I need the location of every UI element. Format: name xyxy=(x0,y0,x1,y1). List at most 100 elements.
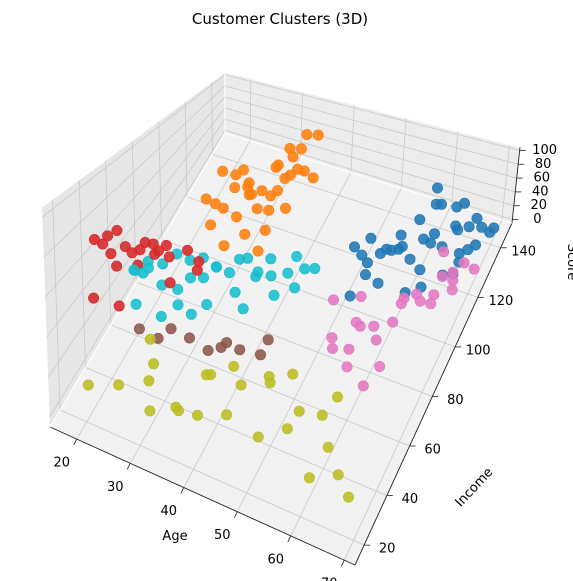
data-point xyxy=(234,344,246,356)
data-point xyxy=(172,283,184,295)
data-point xyxy=(205,219,217,231)
x-tick-label: 50 xyxy=(214,528,231,543)
data-point xyxy=(350,316,362,328)
axis-lines xyxy=(41,71,521,566)
data-point xyxy=(435,198,447,210)
data-point xyxy=(447,266,459,278)
data-point xyxy=(205,369,217,381)
data-point xyxy=(243,177,255,189)
data-point xyxy=(299,263,311,275)
z-tick-label: 0 xyxy=(533,212,541,227)
data-point xyxy=(452,224,464,236)
data-point xyxy=(303,472,315,484)
x-tick-label: 70 xyxy=(321,577,338,581)
data-point xyxy=(165,323,177,335)
data-point xyxy=(326,332,338,344)
data-point xyxy=(170,401,182,413)
y-tick-label: 80 xyxy=(447,393,464,408)
data-point xyxy=(113,379,125,391)
data-point xyxy=(462,244,474,256)
data-point xyxy=(279,202,291,214)
data-point xyxy=(211,261,223,273)
data-point xyxy=(356,249,368,261)
y-tick-label: 120 xyxy=(488,294,513,309)
data-point xyxy=(202,344,214,356)
data-point xyxy=(326,342,338,354)
data-point xyxy=(332,469,344,481)
data-point xyxy=(201,298,213,310)
y-grid-line xyxy=(184,101,188,197)
data-point xyxy=(217,165,229,177)
data-point xyxy=(316,409,328,421)
data-point xyxy=(411,288,423,300)
data-point xyxy=(88,234,100,246)
data-point xyxy=(128,264,140,276)
y-axis-label: Income xyxy=(453,465,497,510)
data-point xyxy=(164,277,176,289)
data-point xyxy=(268,289,280,301)
data-point xyxy=(301,129,313,141)
data-point xyxy=(198,272,210,284)
data-point xyxy=(185,308,197,320)
z-grid-line xyxy=(224,107,516,193)
data-point xyxy=(155,310,167,322)
z-grid-line xyxy=(43,85,226,258)
y-grid-line xyxy=(110,324,410,447)
data-point xyxy=(372,277,384,289)
data-point xyxy=(185,272,197,284)
data-point xyxy=(271,185,283,197)
data-point xyxy=(255,349,267,361)
data-point xyxy=(270,161,282,173)
y-grid-line xyxy=(131,140,137,283)
data-point xyxy=(149,248,161,260)
data-point xyxy=(111,260,123,272)
data-point xyxy=(428,228,440,240)
data-point xyxy=(425,237,437,249)
data-point xyxy=(230,169,242,181)
data-point xyxy=(471,212,483,224)
data-point xyxy=(111,225,123,237)
data-point xyxy=(239,228,251,240)
data-point xyxy=(221,337,233,349)
z-tick-label: 40 xyxy=(532,184,549,199)
data-point xyxy=(250,271,262,283)
data-point xyxy=(291,251,303,263)
data-point xyxy=(137,267,149,279)
z-grid-line xyxy=(46,107,226,338)
y-tick-label: 40 xyxy=(402,492,419,507)
z-axis-label: Score xyxy=(564,244,573,280)
data-point xyxy=(463,221,475,233)
z-grid-line xyxy=(224,118,514,207)
data-point xyxy=(374,248,386,260)
data-point xyxy=(200,193,212,205)
y-grid-line xyxy=(78,179,86,368)
data-point xyxy=(221,409,233,421)
data-point xyxy=(348,241,360,253)
data-point xyxy=(88,292,100,304)
x-axis-line xyxy=(49,426,356,566)
data-point xyxy=(284,169,296,181)
data-point xyxy=(361,257,373,269)
x-grid-line xyxy=(183,172,352,488)
data-point xyxy=(395,229,407,241)
chart-title: Customer Clusters (3D) xyxy=(192,10,368,28)
data-point xyxy=(392,243,404,255)
x-tick-mark xyxy=(233,511,238,518)
data-point xyxy=(82,379,94,391)
data-point xyxy=(343,343,355,355)
data-point xyxy=(414,214,426,226)
data-point xyxy=(431,182,443,194)
data-point xyxy=(229,286,241,298)
data-point xyxy=(307,172,319,184)
x-grid-line xyxy=(249,78,252,141)
data-point xyxy=(331,391,343,403)
data-point xyxy=(142,255,154,267)
x-grid-line xyxy=(350,104,355,173)
data-point xyxy=(209,198,221,210)
y-grid-line xyxy=(211,81,213,155)
data-point xyxy=(172,299,184,311)
y-grid-line xyxy=(161,239,456,348)
z-tick-label: 20 xyxy=(531,198,548,213)
data-point xyxy=(295,143,307,155)
